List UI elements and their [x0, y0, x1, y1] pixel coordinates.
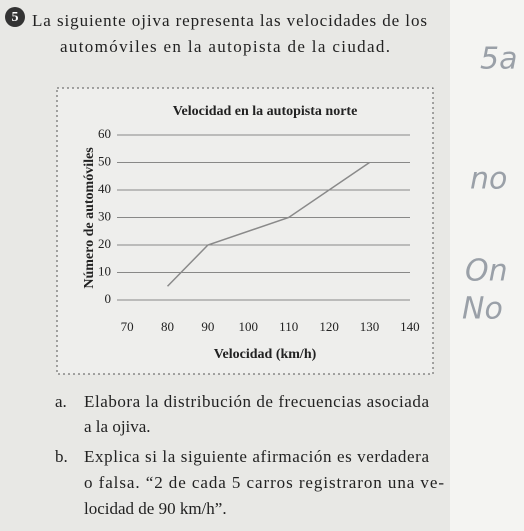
y-axis-label: Número de automóviles: [82, 147, 97, 289]
question-label: b.: [55, 447, 68, 466]
y-tick-label: 30: [98, 208, 111, 223]
statement: automóviles en la autopista de la ciudad…: [60, 37, 390, 56]
y-tick-label: 20: [98, 236, 111, 251]
statement: La siguiente ojiva representa las veloci…: [32, 11, 427, 30]
handwriting: 5a: [480, 42, 517, 77]
y-tick-label: 50: [98, 153, 111, 168]
notebook: [450, 0, 524, 531]
chart-frame: [56, 87, 434, 375]
question-text: locidad de 90 km/h”.: [84, 499, 227, 518]
x-tick-label: 120: [319, 319, 339, 334]
ogive-line: [166, 161, 370, 287]
y-tick-label: 40: [98, 181, 111, 196]
x-tick-label: 80: [161, 319, 174, 334]
x-tick-label: 70: [121, 319, 134, 334]
handwriting: On: [465, 254, 508, 289]
y-tick-label: 60: [98, 126, 111, 141]
handwriting: no: [470, 162, 507, 197]
chart-title: Velocidad en la autopista norte: [173, 104, 358, 119]
question-label: a.: [55, 392, 67, 411]
question-text: o falsa. “2 de cada 5 carros registraron…: [84, 473, 444, 492]
number-badge: [5, 7, 25, 27]
x-tick-label: 90: [201, 319, 214, 334]
x-tick-label: 100: [239, 319, 259, 334]
question-text: a la ojiva.: [84, 417, 151, 436]
x-axis-label: Velocidad (km/h): [214, 347, 317, 362]
y-tick-label: 0: [105, 291, 112, 306]
x-tick-label: 140: [400, 319, 420, 334]
handwriting: No: [462, 292, 503, 327]
x-tick-label: 130: [360, 319, 380, 334]
exercise-number: 5: [12, 10, 19, 25]
x-tick-label: 110: [279, 319, 298, 334]
y-tick-label: 10: [98, 263, 111, 278]
question-text: Elabora la distribución de frecuencias a…: [84, 392, 429, 411]
question-text: Explica si la siguiente afirmación es ve…: [84, 447, 429, 466]
